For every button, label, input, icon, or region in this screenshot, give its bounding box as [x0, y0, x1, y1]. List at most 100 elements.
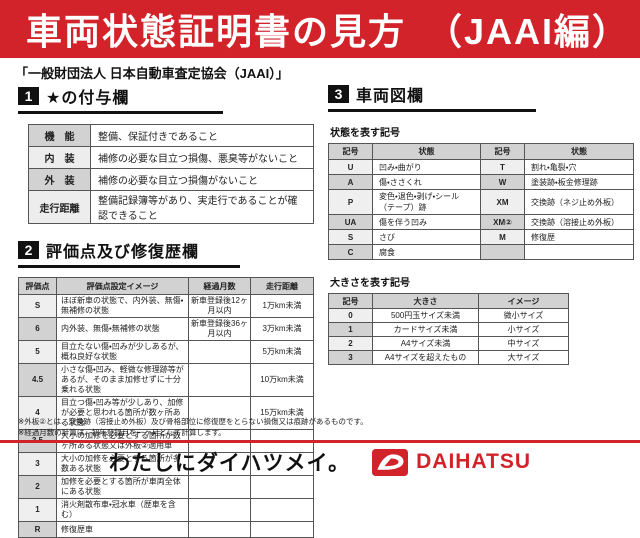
table-cell: A4サイズを超えたもの: [372, 350, 479, 365]
section1-number-badge: 1: [18, 87, 39, 105]
table-cell: 傷を伴う凹み: [372, 214, 481, 230]
footnote-line: ※外板②とは、交換跡（溶接止め外板）及び骨格部位に修復歴をとらない損傷又は痕跡が…: [18, 417, 368, 426]
column-header: 評価点: [18, 277, 57, 295]
footnote-line: ※経過月数の計算は、初年登録月を一ヶ月として計算します。: [18, 427, 226, 437]
table-row: 0 500円玉サイズ未満 微小サイズ: [328, 308, 569, 323]
table-cell: 割れ・亀裂・穴: [524, 159, 634, 175]
table-cell: 補修の必要な目立つ損傷がないこと: [90, 168, 314, 191]
table-cell: 微小サイズ: [478, 308, 569, 323]
daihatsu-logo-icon: [372, 448, 409, 476]
table-cell: UA: [328, 214, 373, 230]
section2-title: 評価点及び修復歴欄: [46, 244, 200, 261]
table-cell: 新車登録後36ヶ月以内: [188, 317, 251, 341]
table-cell: 交換跡（ネジ止め外板）: [524, 189, 634, 215]
table-cell: 機 能: [28, 124, 91, 147]
brand-name: DAIHATSU: [416, 450, 532, 473]
table-cell: 補修の必要な目立つ損傷、悪臭等がないこと: [90, 146, 314, 169]
association-subtitle: 「一般財団法人 日本自動車査定協会（JAAI）」: [15, 66, 289, 81]
column-header: 状態: [372, 143, 481, 160]
section3-header: 3 車両図欄: [328, 82, 536, 112]
footer-divider: [0, 440, 640, 443]
state-symbol-table: 記号 状態 記号 状態 U 凹み・曲がり T 割れ・亀裂・穴 A 傷・ささくれ W 塗装跡・板…: [328, 143, 634, 260]
table-cell: [250, 498, 314, 522]
table-cell: P: [328, 189, 373, 215]
table-cell: 整備記録簿等があり、実走行であることが確認できること: [90, 190, 314, 224]
table-cell: ほぼ新車の状態で、内外装、無傷・無補修の状態: [56, 294, 189, 318]
state-symbol-label: 状態を表す記号: [330, 128, 400, 139]
column-header: 状態: [524, 143, 634, 160]
section2-number-badge: 2: [18, 241, 39, 259]
table-cell: 5: [18, 340, 57, 364]
table-row: C 腐食: [328, 244, 634, 260]
table-cell: 4: [18, 396, 57, 430]
table-cell: U: [328, 159, 373, 175]
table-cell: カードサイズ未満: [372, 322, 479, 337]
table-row: 機 能整備、保証付きであること: [28, 124, 314, 147]
table-cell: [188, 452, 251, 476]
table-row: 4 目立つ傷・凹み等が少しあり、加修が必要と思われる箇所が数ヶ所ある状態 15万km…: [18, 396, 314, 430]
table-row: 2 A4サイズ未満 中サイズ: [328, 336, 569, 351]
table-cell: 3万km未満: [250, 317, 314, 341]
table-row: A 傷・ささくれ W 塗装跡・板金修理跡: [328, 174, 634, 190]
table-cell: [524, 244, 634, 260]
section2-header: 2 評価点及び修復歴欄: [18, 238, 240, 268]
table-cell: 2: [328, 336, 373, 351]
table-cell: T: [480, 159, 525, 175]
right-column: 3 車両図欄 状態を表す記号 記号 状態 記号 状態 U 凹み・曲がり T 割れ・亀裂…: [328, 82, 636, 365]
table-row: 4.5 小さな傷・凹み、軽微な修理跡等があるが、そのまま加修せずに十分乗れる状態 1…: [18, 363, 314, 397]
table-row: R 修復歴車: [18, 521, 314, 538]
column-header: 記号: [328, 293, 373, 309]
daihatsu-slogan: わたしにダイハツメイ。: [108, 452, 351, 475]
table-cell: [188, 498, 251, 522]
section3-number-badge: 3: [328, 85, 349, 103]
table-cell: S: [18, 294, 57, 318]
table-row: 1 消火剤散布車・冠水車（歴車を含む）: [18, 498, 314, 522]
footer: わたしにダイハツメイ。 DAIHATSU: [0, 445, 640, 479]
table-header-row: 評価点 評価点設定イメージ 経過月数 走行距離: [18, 277, 314, 295]
table-cell: 修復歴: [524, 229, 634, 245]
table-cell: 整備、保証付きであること: [90, 124, 314, 147]
column-header: 走行距離: [250, 277, 314, 295]
footnotes: ※外板②とは、交換跡（溶接止め外板）及び骨格部位に修復歴をとらない損傷又は痕跡が…: [18, 417, 368, 439]
table-row: S さび M 修復歴: [328, 229, 634, 245]
table-cell: 5万km未満: [250, 340, 314, 364]
table-cell: 6: [18, 317, 57, 341]
table-cell: 目立たない傷・凹みが少しあるが、概ね良好な状態: [56, 340, 189, 364]
table-cell: 500円玉サイズ未満: [372, 308, 479, 323]
table-row: 1 カードサイズ未満 小サイズ: [328, 322, 569, 337]
table-row: 内 装補修の必要な目立つ損傷、悪臭等がないこと: [28, 146, 314, 169]
star-grant-table: 機 能整備、保証付きであること内 装補修の必要な目立つ損傷、悪臭等がないこと外 …: [28, 124, 314, 224]
column-header: 大きさ: [372, 293, 479, 309]
table-cell: 交換跡（溶接止め外板）: [524, 214, 634, 230]
table-cell: S: [328, 229, 373, 245]
table-row: 走行距離 整備記録簿等があり、実走行であることが確認できること: [28, 190, 314, 224]
table-cell: 走行距離: [28, 190, 91, 224]
table-cell: さび: [372, 229, 481, 245]
table-row: 外 装補修の必要な目立つ損傷がないこと: [28, 168, 314, 191]
header-banner: 車両状態証明書の見方 （JAAI編）: [0, 0, 640, 58]
table-cell: [188, 363, 251, 397]
size-symbol-table: 記号 大きさ イメージ 0 500円玉サイズ未満 微小サイズ 1 カードサイズ未満 小サイ…: [328, 293, 569, 365]
column-header: 評価点設定イメージ: [56, 277, 189, 295]
column-header: 記号: [328, 143, 373, 160]
table-row: P 変色・退色・剥げ・シール（テープ）跡 XM 交換跡（ネジ止め外板）: [328, 189, 634, 215]
column-header: イメージ: [478, 293, 569, 309]
table-cell: 変色・退色・剥げ・シール（テープ）跡: [372, 189, 481, 215]
section1-header: 1 ★の付与欄: [18, 84, 223, 114]
column-header: 経過月数: [188, 277, 251, 295]
table-cell: 外 装: [28, 168, 91, 191]
table-cell: 大サイズ: [478, 350, 569, 365]
table-cell: R: [18, 521, 57, 538]
table-cell: 修復歴車: [56, 521, 189, 538]
table-cell: 3: [328, 350, 373, 365]
table-cell: C: [328, 244, 373, 260]
column-header: 記号: [480, 143, 525, 160]
table-row: 3 大小の加修を必要とする箇所が多数ある状態: [18, 452, 314, 476]
table-cell: A4サイズ未満: [372, 336, 479, 351]
table-cell: 小サイズ: [478, 322, 569, 337]
table-cell: XM②: [480, 214, 525, 230]
table-row: U 凹み・曲がり T 割れ・亀裂・穴: [328, 159, 634, 175]
table-cell: 4.5: [18, 363, 57, 397]
table-cell: 凹み・曲がり: [372, 159, 481, 175]
